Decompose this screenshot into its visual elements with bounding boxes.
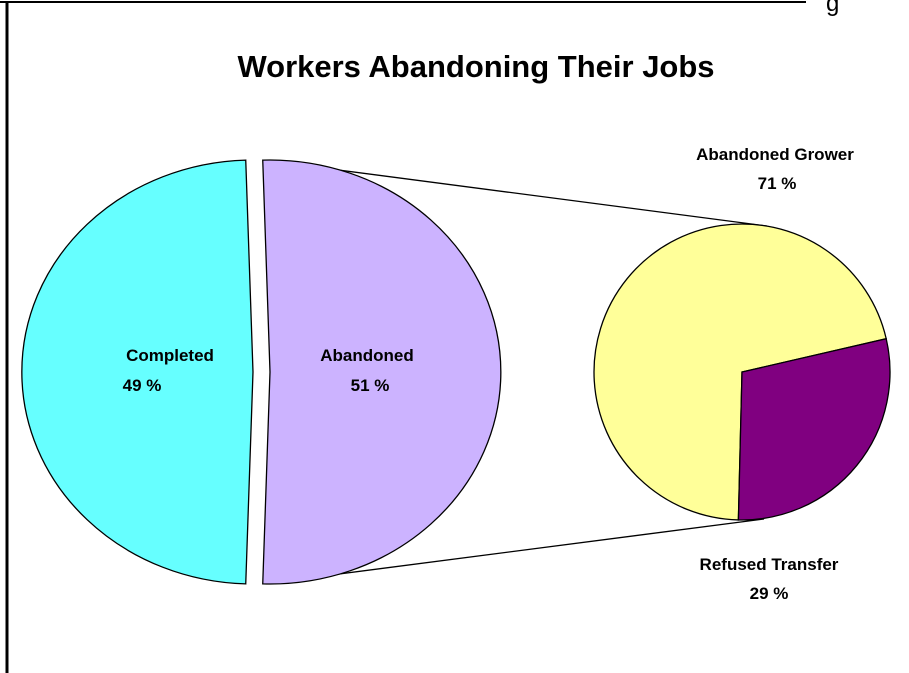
slice-refused-transfer: [737, 337, 891, 521]
label-refused-transfer: Refused Transfer: [700, 555, 839, 574]
corner-text-fragment: g: [826, 0, 839, 17]
chart-title: Workers Abandoning Their Jobs: [237, 49, 714, 84]
connector-line-top: [262, 159, 768, 227]
slice-completed: [21, 159, 254, 585]
label-abandoned: Abandoned: [320, 346, 414, 365]
label-completed: Completed: [126, 346, 214, 365]
value-abandoned: 51 %: [351, 376, 390, 395]
label-abandoned-grower: Abandoned Grower: [696, 145, 854, 164]
value-abandoned-grower: 71 %: [758, 174, 797, 193]
slice-abandoned: [262, 159, 502, 585]
value-completed: 49 %: [123, 376, 162, 395]
value-refused-transfer: 29 %: [750, 584, 789, 603]
slice-abandoned-grower: [593, 223, 887, 521]
connector-line-bottom: [262, 518, 765, 585]
